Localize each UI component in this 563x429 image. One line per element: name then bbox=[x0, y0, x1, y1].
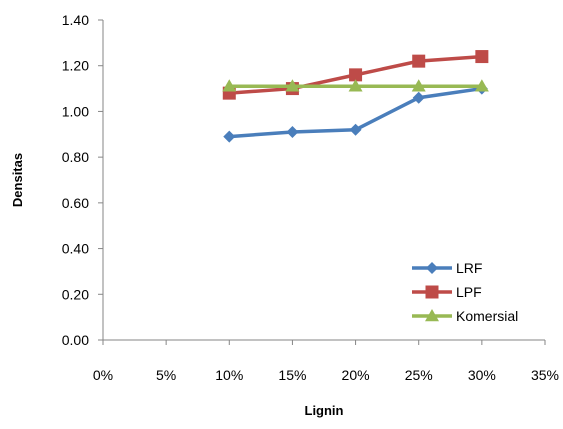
data-point-komersial bbox=[348, 79, 363, 92]
legend-marker-lpf bbox=[425, 285, 439, 299]
x-tick-label: 0% bbox=[93, 367, 113, 383]
data-point-komersial bbox=[285, 79, 300, 92]
legend-marker-komersial bbox=[425, 309, 439, 322]
data-point-lpf bbox=[349, 68, 363, 82]
data-point-lrf bbox=[349, 123, 362, 136]
data-point-lrf bbox=[412, 91, 425, 104]
x-axis-title: Lignin bbox=[305, 403, 344, 418]
legend-item-komersial: Komersial bbox=[412, 308, 518, 324]
x-tick-label: 10% bbox=[215, 367, 243, 383]
x-tick-labels: 0% 5% 10% 15% 20% 25% 30% 35% bbox=[93, 367, 559, 383]
y-tick-label: 1.40 bbox=[62, 12, 89, 28]
y-tick-label: 0.40 bbox=[62, 241, 89, 257]
x-tick-label: 30% bbox=[468, 367, 496, 383]
legend-label-komersial: Komersial bbox=[456, 308, 518, 324]
y-axis-title: Densitas bbox=[10, 153, 25, 207]
y-tick-labels: 0.00 0.20 0.40 0.60 0.80 1.00 1.20 1.40 bbox=[62, 12, 89, 348]
data-point-komersial bbox=[411, 79, 426, 92]
y-tick-label: 1.00 bbox=[62, 103, 89, 119]
legend-item-lpf: LPF bbox=[412, 284, 482, 300]
data-point-lpf bbox=[412, 54, 426, 68]
series-layer bbox=[222, 50, 489, 143]
y-tick-label: 1.20 bbox=[62, 58, 89, 74]
data-point-komersial bbox=[222, 79, 237, 92]
x-tick-label: 15% bbox=[278, 367, 306, 383]
data-point-komersial bbox=[474, 79, 489, 92]
legend: LRF LPF Komersial bbox=[412, 260, 518, 324]
y-tick-label: 0.60 bbox=[62, 195, 89, 211]
axes bbox=[98, 19, 546, 345]
x-tick-label: 5% bbox=[156, 367, 176, 383]
data-point-lrf bbox=[286, 126, 299, 138]
series-komersial bbox=[222, 79, 489, 92]
legend-item-lrf: LRF bbox=[412, 260, 482, 276]
y-tick-label: 0.00 bbox=[62, 332, 89, 348]
x-tick-label: 25% bbox=[405, 367, 433, 383]
y-tick-label: 0.80 bbox=[62, 149, 89, 165]
x-tick-label: 20% bbox=[342, 367, 370, 383]
legend-label-lpf: LPF bbox=[456, 284, 482, 300]
legend-marker-lrf bbox=[426, 262, 438, 274]
data-point-lrf bbox=[223, 130, 236, 143]
data-point-lpf bbox=[475, 50, 489, 64]
legend-label-lrf: LRF bbox=[456, 260, 482, 276]
y-tick-label: 0.20 bbox=[62, 286, 89, 302]
x-tick-label: 35% bbox=[531, 367, 559, 383]
